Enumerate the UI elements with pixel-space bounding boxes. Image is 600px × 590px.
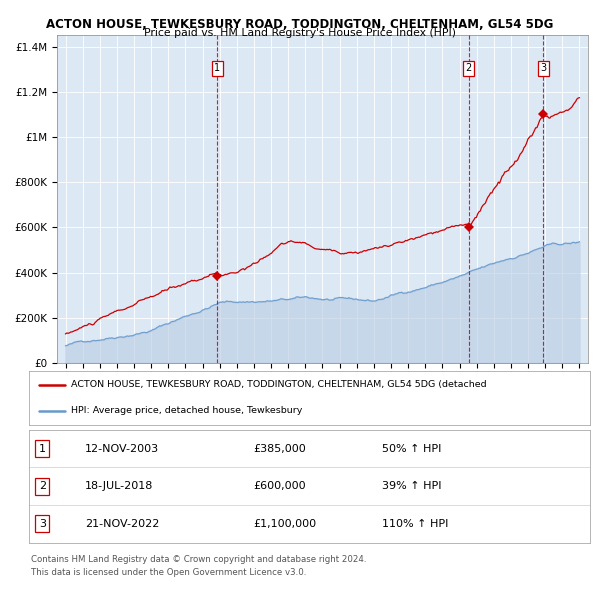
Text: Price paid vs. HM Land Registry's House Price Index (HPI): Price paid vs. HM Land Registry's House … — [144, 28, 456, 38]
Text: 12-NOV-2003: 12-NOV-2003 — [85, 444, 159, 454]
Text: 3: 3 — [39, 519, 46, 529]
Text: This data is licensed under the Open Government Licence v3.0.: This data is licensed under the Open Gov… — [31, 568, 307, 576]
Text: £1,100,000: £1,100,000 — [253, 519, 316, 529]
Text: 1: 1 — [214, 63, 221, 73]
Text: 39% ↑ HPI: 39% ↑ HPI — [382, 481, 442, 491]
Text: ACTON HOUSE, TEWKESBURY ROAD, TODDINGTON, CHELTENHAM, GL54 5DG (detached: ACTON HOUSE, TEWKESBURY ROAD, TODDINGTON… — [71, 380, 487, 389]
Text: 18-JUL-2018: 18-JUL-2018 — [85, 481, 153, 491]
Text: HPI: Average price, detached house, Tewkesbury: HPI: Average price, detached house, Tewk… — [71, 406, 302, 415]
Text: ACTON HOUSE, TEWKESBURY ROAD, TODDINGTON, CHELTENHAM, GL54 5DG: ACTON HOUSE, TEWKESBURY ROAD, TODDINGTON… — [46, 18, 554, 31]
Text: 50% ↑ HPI: 50% ↑ HPI — [382, 444, 442, 454]
Text: 2: 2 — [39, 481, 46, 491]
Text: 21-NOV-2022: 21-NOV-2022 — [85, 519, 159, 529]
Text: £385,000: £385,000 — [253, 444, 306, 454]
Text: 3: 3 — [540, 63, 547, 73]
Text: 110% ↑ HPI: 110% ↑ HPI — [382, 519, 449, 529]
Text: £600,000: £600,000 — [253, 481, 306, 491]
Text: Contains HM Land Registry data © Crown copyright and database right 2024.: Contains HM Land Registry data © Crown c… — [31, 555, 367, 563]
Text: 2: 2 — [466, 63, 472, 73]
Text: 1: 1 — [39, 444, 46, 454]
